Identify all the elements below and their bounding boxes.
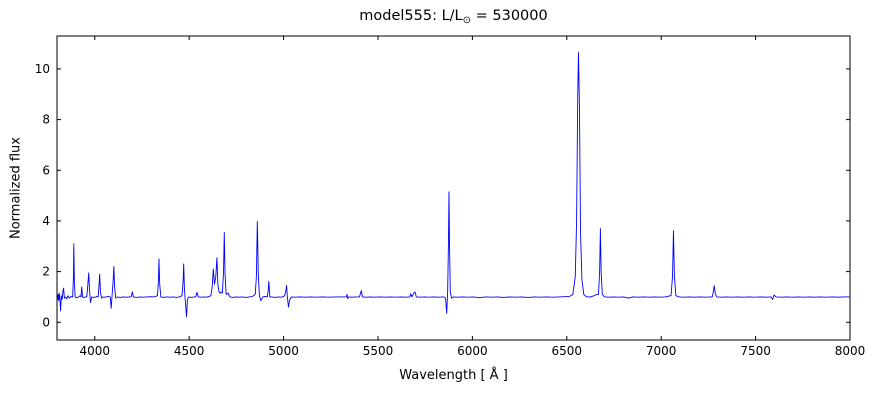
x-axis-label: Wavelength [ Å ] <box>399 368 508 383</box>
chart-title: model555: L/L⊙ = 530000 <box>57 8 850 26</box>
x-tick-label: 5000 <box>268 344 299 358</box>
chart-title-value: = 530000 <box>471 8 548 24</box>
spectrum-line <box>56 52 850 318</box>
y-tick-label: 8 <box>42 113 50 127</box>
x-tick-label: 4500 <box>174 344 205 358</box>
y-tick-label: 6 <box>42 163 50 177</box>
axes-frame <box>56 35 851 341</box>
y-tick-label: 10 <box>35 62 50 76</box>
y-tick-label: 2 <box>42 265 50 279</box>
x-tick-label: 5500 <box>363 344 394 358</box>
x-tick-label: 6500 <box>552 344 583 358</box>
x-tick-label: 6000 <box>457 344 488 358</box>
x-tick-label: 4000 <box>79 344 110 358</box>
y-tick-label: 0 <box>42 315 50 329</box>
chart-title-text: model555: L/L <box>359 8 463 24</box>
x-tick-label: 7000 <box>646 344 677 358</box>
y-tick-label: 4 <box>42 214 50 228</box>
x-tick-label: 7500 <box>740 344 771 358</box>
sun-symbol: ⊙ <box>462 15 472 26</box>
x-tick-label: 8000 <box>835 344 866 358</box>
